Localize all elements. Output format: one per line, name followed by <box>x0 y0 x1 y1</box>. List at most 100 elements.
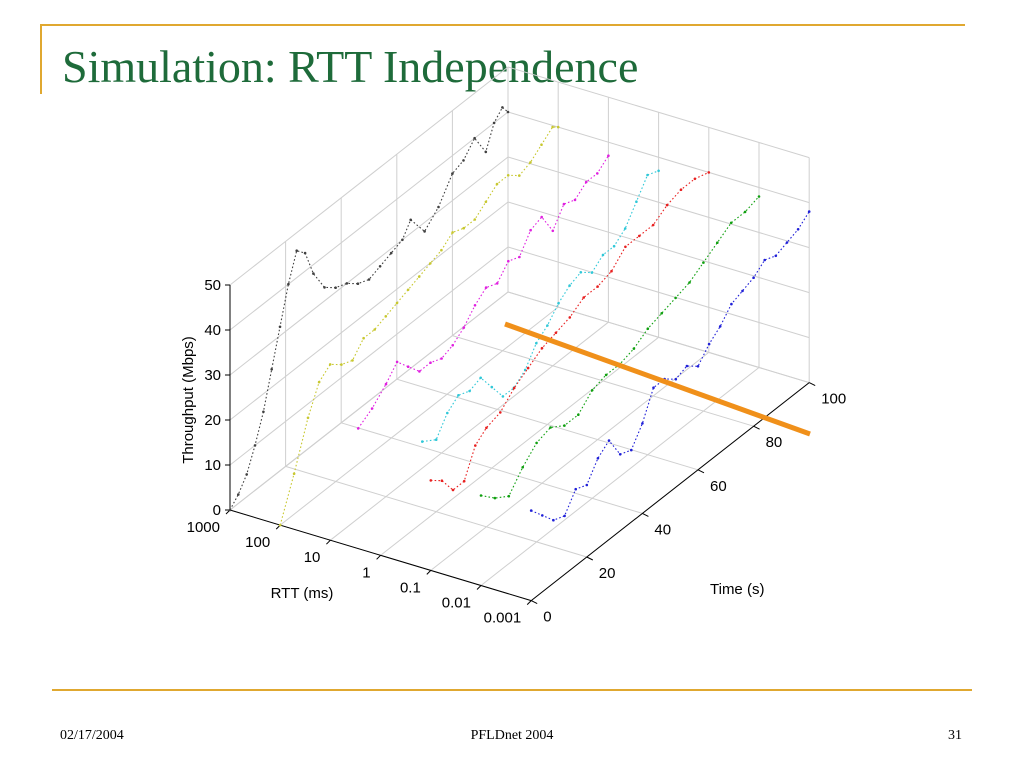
series-2-point <box>370 407 374 410</box>
time-tick-label: 20 <box>599 565 616 582</box>
series-0-point <box>389 251 393 255</box>
z-tick-label: 30 <box>204 367 221 384</box>
time-tick <box>586 556 594 561</box>
series-6-point <box>718 325 722 328</box>
series-1-point <box>440 248 443 252</box>
time-tick <box>642 512 649 517</box>
time-tick-label: 0 <box>543 609 551 626</box>
series-2-point <box>584 180 588 184</box>
time-tick <box>808 382 816 387</box>
series-6-point <box>763 258 766 262</box>
series-1-point <box>556 125 560 129</box>
time-tick <box>697 469 705 474</box>
series-6-point <box>741 289 744 293</box>
series-4-point <box>540 346 544 350</box>
series-6-point <box>785 241 789 244</box>
series-1-point <box>373 328 377 331</box>
series-3-point <box>612 244 616 248</box>
series-6-point <box>541 514 544 517</box>
series-2-point <box>607 154 610 157</box>
series-3-point <box>457 394 460 397</box>
series-0-point <box>437 205 440 209</box>
series-3-point <box>646 173 649 177</box>
rtt-tick-label: 0.01 <box>442 595 471 612</box>
series-1-point <box>362 336 365 340</box>
series-0-point <box>245 473 248 476</box>
series-2-point <box>384 382 388 386</box>
series-4-point <box>596 285 599 288</box>
series-3-point <box>490 385 494 389</box>
rtt-tick-label: 0.1 <box>400 579 421 596</box>
rtt-tick <box>326 539 331 545</box>
series-6-point <box>618 453 622 456</box>
series-1-point <box>495 182 499 186</box>
series-0-point <box>295 249 299 252</box>
series-2-point <box>529 228 532 232</box>
series-0-point <box>278 325 282 329</box>
chart-grid <box>229 66 810 602</box>
time-axis-line <box>530 382 810 601</box>
series-4-point <box>624 245 627 249</box>
series-1-line <box>279 126 559 526</box>
series-5-point <box>716 241 719 244</box>
grid-line <box>229 66 509 286</box>
series-5-point <box>549 426 552 429</box>
series-5-point <box>702 261 705 264</box>
series-6-point <box>696 365 700 368</box>
rtt-tick-label: 1000 <box>187 519 220 536</box>
series-6-point <box>529 509 533 512</box>
series-2-point <box>495 282 499 285</box>
series-5-point <box>674 296 677 300</box>
series-5-point <box>563 424 566 427</box>
series-2-point <box>562 202 566 206</box>
series-5-point <box>521 466 524 469</box>
series-3-point <box>479 376 483 380</box>
series-0-point <box>409 218 413 222</box>
series-2-point <box>573 198 577 202</box>
series-3-point <box>635 200 638 203</box>
series-5-point <box>646 327 650 331</box>
series-2-line <box>357 155 609 429</box>
series-4-point <box>693 177 697 181</box>
time-tick <box>530 600 538 605</box>
series-2-point <box>518 255 521 259</box>
series-0-point <box>303 251 307 255</box>
series-0-point <box>287 282 290 286</box>
series-2-point <box>451 344 455 347</box>
left-accent-rule <box>40 24 42 94</box>
series-5-point <box>493 496 497 500</box>
series-2-point <box>429 361 432 365</box>
series-0-point <box>334 286 337 290</box>
series-1-point <box>473 218 477 221</box>
series-5-point <box>535 441 538 445</box>
time-tick <box>753 425 760 430</box>
series-1-point <box>417 275 421 278</box>
grid-line <box>279 306 559 526</box>
series-4-point <box>707 171 711 174</box>
series-6-point <box>596 457 600 460</box>
series-3-point <box>579 271 583 274</box>
series-4-point <box>462 479 466 483</box>
series-3-point <box>535 341 538 345</box>
series-3-point <box>501 395 505 398</box>
series-6-point <box>563 514 566 518</box>
series-2-point <box>484 286 488 289</box>
series-1-point <box>317 380 321 384</box>
series-0-point <box>401 238 404 242</box>
top-accent-rule <box>40 24 965 26</box>
series-0-point <box>323 286 326 289</box>
grid-line <box>507 66 810 159</box>
series-5-point <box>632 347 636 350</box>
series-6-point <box>630 448 633 452</box>
series-5-point <box>729 221 733 225</box>
series-3-point <box>446 411 449 415</box>
series-6-point <box>707 342 711 346</box>
grid-line <box>229 156 509 376</box>
series-3-point <box>421 440 424 443</box>
series-1-point <box>340 363 343 366</box>
z-tick-label: 40 <box>204 322 221 339</box>
series-2-point <box>406 365 410 369</box>
series-6-line <box>530 211 810 521</box>
series-6-point <box>607 439 611 442</box>
